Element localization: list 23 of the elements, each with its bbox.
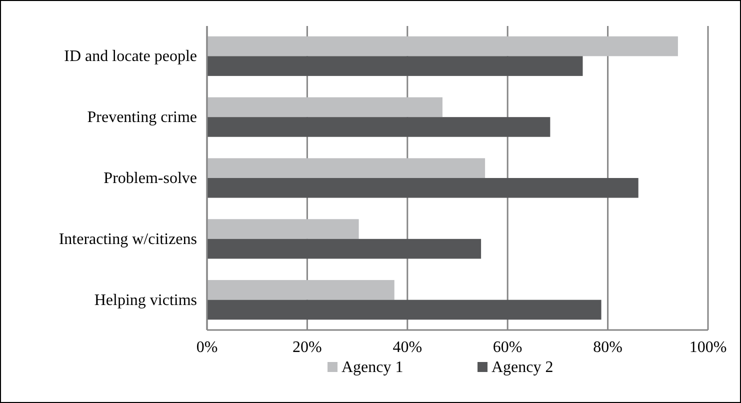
x-tick-label: 0%	[196, 339, 218, 356]
y-tick-label: ID and locate people	[64, 48, 197, 66]
x-tick-label: 40%	[392, 339, 422, 356]
bar	[207, 178, 638, 198]
y-tick-label: Problem-solve	[104, 170, 197, 187]
x-tick-label: 60%	[492, 339, 522, 356]
legend-label: Agency 2	[492, 359, 554, 376]
bar	[207, 280, 394, 300]
bar	[207, 238, 482, 259]
y-tick-label: Helping victims	[94, 292, 197, 309]
x-tick-label: 20%	[292, 339, 322, 356]
bar	[207, 219, 359, 239]
y-tick-label: Preventing crime	[87, 109, 197, 126]
x-tick-label: 100%	[689, 339, 727, 356]
bar	[207, 117, 550, 137]
bar	[207, 56, 583, 76]
bar	[207, 300, 602, 320]
y-tick-label: Interacting w/citizens	[58, 230, 197, 248]
bar	[207, 36, 678, 56]
bar	[207, 97, 442, 118]
legend-label: Agency 1	[342, 359, 404, 376]
bar	[207, 158, 486, 178]
x-tick-label: 80%	[593, 339, 622, 356]
